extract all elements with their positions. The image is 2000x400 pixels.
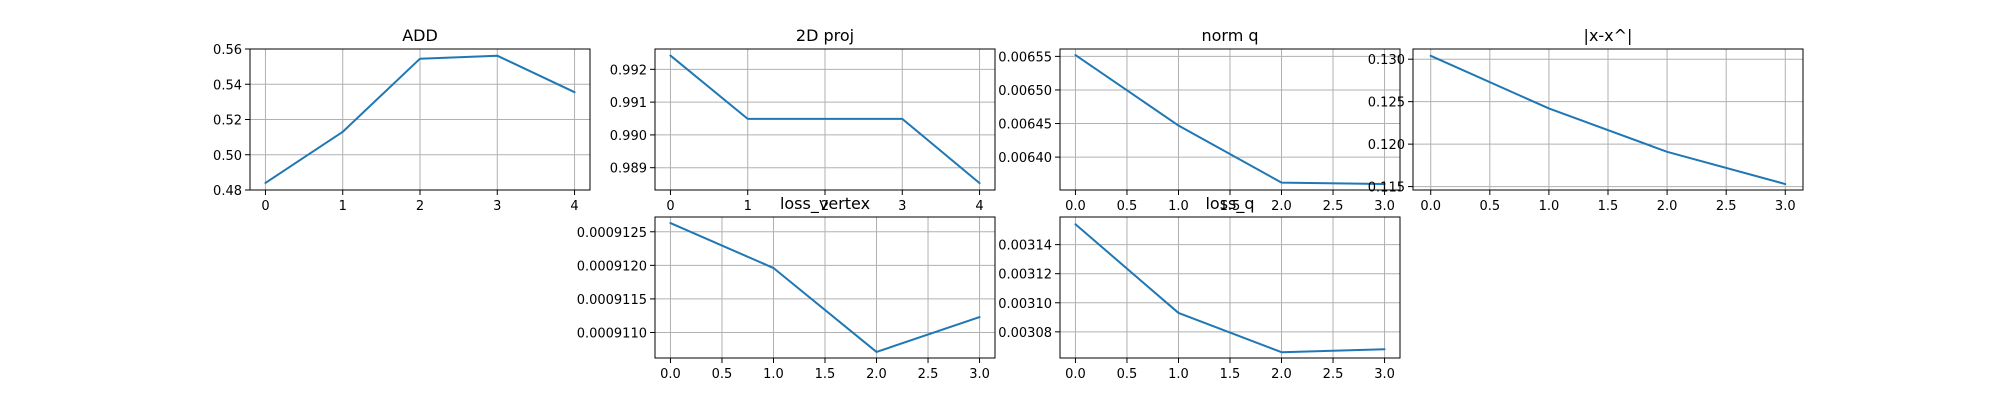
y-tick-label: 0.989 <box>610 162 647 177</box>
x-tick-label: 0.5 <box>1117 367 1138 382</box>
x-tick-label: 1.0 <box>1168 367 1189 382</box>
y-tick-label: 0.00655 <box>998 50 1052 65</box>
x-tick-label: 0.5 <box>1117 199 1138 214</box>
y-tick-label: 0.991 <box>610 96 647 111</box>
x-tick-label: 1.0 <box>1539 199 1560 214</box>
x-tick-label: 1 <box>744 199 752 214</box>
x-tick-label: 0.0 <box>660 367 681 382</box>
y-tick-label: 0.0009110 <box>577 326 647 341</box>
y-tick-label: 0.0009115 <box>577 293 647 308</box>
y-tick-label: 0.115 <box>1368 181 1405 196</box>
x-tick-label: 2.0 <box>1657 199 1678 214</box>
x-tick-label: 1 <box>339 199 347 214</box>
x-tick-label: 0.0 <box>1065 199 1086 214</box>
x-tick-label: 0 <box>666 199 674 214</box>
x-tick-label: 3.0 <box>1374 367 1395 382</box>
panel-title: 2D proj <box>796 26 854 45</box>
y-tick-label: 0.00640 <box>998 151 1052 166</box>
x-tick-label: 0.0 <box>1420 199 1441 214</box>
y-tick-label: 0.00314 <box>998 239 1052 254</box>
x-tick-label: 0.5 <box>1479 199 1500 214</box>
y-tick-label: 0.125 <box>1368 96 1405 111</box>
panel-title: ADD <box>402 26 438 45</box>
series-line <box>1429 54 1787 186</box>
y-tick-label: 0.0009120 <box>577 259 647 274</box>
x-tick-label: 2.0 <box>1271 367 1292 382</box>
y-tick-label: 0.990 <box>610 129 647 144</box>
y-tick-label: 0.992 <box>610 63 647 78</box>
x-tick-label: 3.0 <box>1775 199 1796 214</box>
series-line <box>1074 54 1386 185</box>
x-tick-label: 3.0 <box>969 367 990 382</box>
x-tick-label: 3 <box>898 199 906 214</box>
x-tick-label: 2 <box>821 199 829 214</box>
y-tick-label: 0.0009125 <box>577 226 647 241</box>
y-tick-label: 0.54 <box>213 78 242 93</box>
chart-panel-4: 0.0 0.5 1.0 1.5 2.0 2.5 3.0 0.0009110 0.0009115 0… <box>577 194 996 382</box>
x-tick-label: 0.0 <box>1065 367 1086 382</box>
panel-title: norm q <box>1201 26 1258 45</box>
x-tick-label: 2.0 <box>1271 199 1292 214</box>
y-tick-label: 0.00312 <box>998 268 1052 283</box>
y-tick-label: 0.120 <box>1368 138 1405 153</box>
x-tick-label: 2.5 <box>1323 367 1344 382</box>
x-tick-label: 2.0 <box>866 367 887 382</box>
x-tick-label: 0.5 <box>712 367 733 382</box>
panel-title: |x-x^| <box>1584 26 1633 45</box>
x-tick-label: 1.0 <box>1168 199 1189 214</box>
x-tick-label: 1.5 <box>1220 199 1241 214</box>
series-line <box>1074 223 1386 354</box>
x-tick-label: 4 <box>975 199 983 214</box>
chart-panel-2: 0.0 0.5 1.0 1.5 2.0 2.5 3.0 0.00640 0.00645 0.006… <box>998 26 1401 214</box>
y-tick-label: 0.00645 <box>998 118 1052 133</box>
y-tick-label: 0.48 <box>213 184 242 199</box>
chart-panel-5: 0.0 0.5 1.0 1.5 2.0 2.5 3.0 0.00308 0.00310 0.003… <box>998 194 1401 382</box>
y-tick-label: 0.52 <box>213 114 242 129</box>
x-tick-label: 2 <box>416 199 424 214</box>
y-tick-label: 0.00310 <box>998 297 1052 312</box>
y-tick-label: 0.130 <box>1368 53 1405 68</box>
x-tick-label: 1.5 <box>1598 199 1619 214</box>
y-tick-label: 0.56 <box>213 43 242 58</box>
x-tick-label: 2.5 <box>1716 199 1737 214</box>
y-tick-label: 0.50 <box>213 149 242 164</box>
x-tick-label: 2.5 <box>918 367 939 382</box>
panel-title: loss_q <box>1205 194 1254 214</box>
x-tick-label: 0 <box>261 199 269 214</box>
x-tick-label: 3.0 <box>1374 199 1395 214</box>
x-tick-label: 1.5 <box>815 367 836 382</box>
chart-panel-3: 0.0 0.5 1.0 1.5 2.0 2.5 3.0 0.115 0.120 0.125 0.13… <box>1368 26 1804 214</box>
chart-panel-0: 0 1 2 3 4 0.48 0.50 0.52 0.54 0.56 ADD <box>213 26 591 214</box>
y-tick-label: 0.00650 <box>998 84 1052 99</box>
x-tick-label: 1.5 <box>1220 367 1241 382</box>
x-tick-label: 4 <box>570 199 578 214</box>
y-tick-label: 0.00308 <box>998 326 1052 341</box>
x-tick-label: 2.5 <box>1323 199 1344 214</box>
x-tick-label: 3 <box>493 199 501 214</box>
x-tick-label: 1.0 <box>763 367 784 382</box>
chart-panel-1: 0 1 2 3 4 0.989 0.990 0.991 0.992 2D proj <box>610 26 996 214</box>
series-line <box>669 222 981 353</box>
panel-title: loss_vertex <box>780 194 870 214</box>
